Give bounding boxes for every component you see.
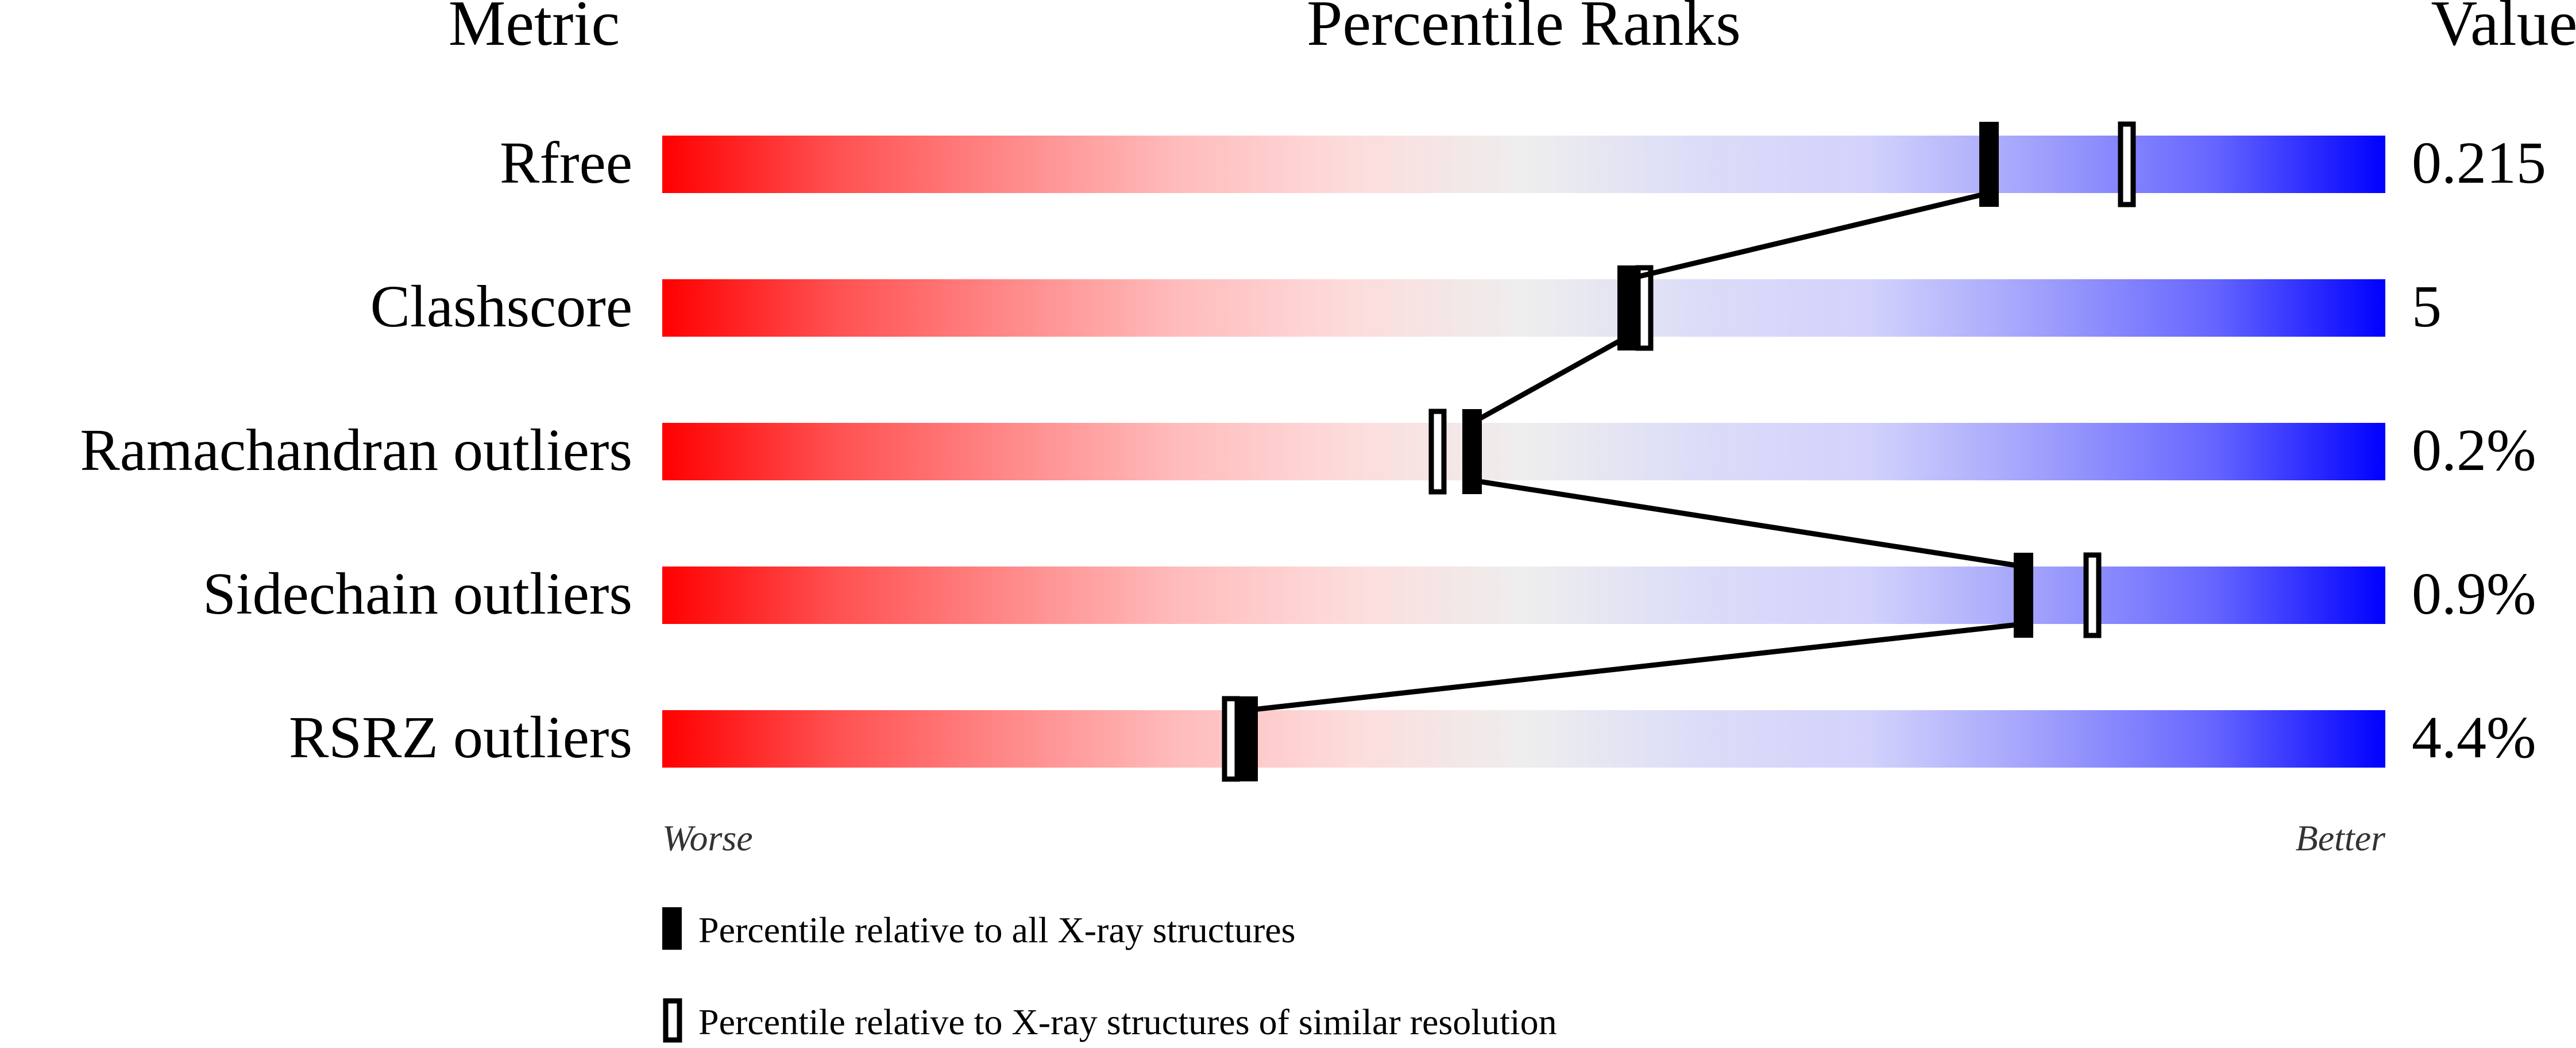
marker-similar-resolution <box>1635 265 1654 351</box>
metric-label: Ramachandran outliers <box>80 417 632 483</box>
header-metric: Metric <box>449 0 620 59</box>
metric-value: 0.2% <box>2412 417 2536 483</box>
metric-value: 0.9% <box>2412 561 2536 627</box>
metric-label: Rfree <box>500 130 632 196</box>
axis-label-better: Better <box>2296 818 2386 858</box>
percentile-bar <box>662 279 2385 337</box>
percentile-bar <box>662 710 2385 768</box>
marker-similar-resolution <box>1428 409 1447 495</box>
marker-similar-resolution <box>1222 696 1240 782</box>
axis-label-worse: Worse <box>662 818 753 858</box>
metric-label: Clashscore <box>370 273 632 340</box>
marker-similar-resolution <box>2083 552 2102 638</box>
metric-label: RSRZ outliers <box>289 704 632 770</box>
marker-similar-resolution <box>2118 121 2136 207</box>
header-percentile-ranks: Percentile Ranks <box>1307 0 1741 59</box>
metric-value: 5 <box>2412 273 2442 340</box>
metric-value: 4.4% <box>2412 704 2536 770</box>
legend-open-marker <box>663 998 682 1043</box>
connector-line <box>1626 190 1990 282</box>
connector-line <box>1248 621 2024 713</box>
metric-value: 0.215 <box>2412 130 2546 196</box>
legend-label-all: Percentile relative to all X-ray structu… <box>698 910 1296 950</box>
legend-label-similar: Percentile relative to X-ray structures … <box>698 1001 1557 1042</box>
connector-line <box>1472 477 2024 569</box>
percentile-bar <box>662 136 2385 193</box>
percentile-bar <box>662 423 2385 480</box>
connector-line <box>1470 334 1629 425</box>
header-value: Value <box>2431 0 2576 59</box>
legend-filled-marker <box>662 907 682 950</box>
percentile-bar <box>662 567 2385 624</box>
metric-label: Sidechain outliers <box>203 561 632 627</box>
